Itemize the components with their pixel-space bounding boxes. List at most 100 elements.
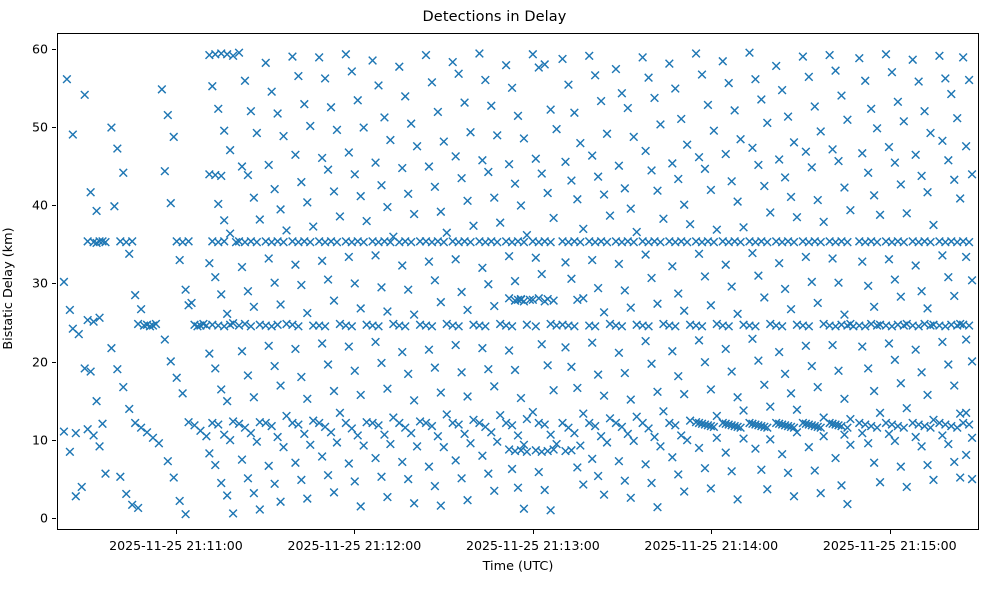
scatter-point xyxy=(709,126,719,136)
scatter-point xyxy=(386,135,395,145)
scatter-point xyxy=(783,468,793,478)
scatter-point xyxy=(807,277,817,287)
scatter-point xyxy=(620,476,630,486)
scatter-point xyxy=(178,389,188,398)
scatter-point xyxy=(679,306,689,316)
scatter-point xyxy=(377,180,386,190)
scatter-point xyxy=(406,119,416,128)
scatter-point xyxy=(451,254,461,264)
scatter-point xyxy=(166,357,176,366)
scatter-point xyxy=(917,286,926,296)
scatter-point xyxy=(599,391,609,401)
scatter-point xyxy=(964,75,974,85)
scatter-point xyxy=(276,381,285,390)
scatter-point xyxy=(561,343,570,352)
scatter-point xyxy=(347,67,357,76)
scatter-point xyxy=(483,279,493,289)
scatter-point xyxy=(605,413,615,423)
scatter-point xyxy=(175,255,185,265)
scatter-point xyxy=(412,141,422,151)
scatter-point xyxy=(721,260,731,270)
scatter-point xyxy=(869,458,879,468)
scatter-point xyxy=(101,237,110,247)
scatter-point xyxy=(332,438,342,447)
scatter-point xyxy=(561,258,570,267)
scatter-point xyxy=(558,54,567,64)
scatter-point xyxy=(798,52,808,61)
scatter-point xyxy=(412,442,422,451)
scatter-point xyxy=(225,145,235,155)
scatter-point xyxy=(857,257,867,266)
scatter-point xyxy=(492,130,502,140)
scatter-point xyxy=(938,431,947,440)
scatter-point xyxy=(685,219,695,229)
scatter-point xyxy=(869,302,879,312)
y-axis-tick-mark xyxy=(52,518,56,520)
scatter-point xyxy=(326,427,336,437)
scatter-point xyxy=(314,53,324,62)
scatter-point xyxy=(98,237,107,246)
scatter-point xyxy=(837,481,846,490)
scatter-point xyxy=(341,49,351,59)
scatter-point xyxy=(314,418,324,428)
scatter-point xyxy=(819,217,829,227)
scatter-point xyxy=(961,450,971,460)
scatter-point xyxy=(89,431,98,440)
scatter-point xyxy=(748,334,757,344)
page-title: Detections in Delay xyxy=(422,9,567,25)
scatter-point xyxy=(516,201,526,210)
scatter-point xyxy=(721,344,731,354)
scatter-point xyxy=(163,110,173,120)
scatter-point xyxy=(273,432,282,442)
scatter-point xyxy=(902,403,912,413)
scatter-point xyxy=(175,496,185,506)
scatter-point xyxy=(296,280,306,290)
scatter-point xyxy=(302,394,312,404)
scatter-point xyxy=(216,385,226,394)
scatter-point xyxy=(184,417,193,427)
scatter-point xyxy=(935,51,944,61)
scatter-point xyxy=(507,321,517,331)
scatter-point xyxy=(112,364,122,374)
scatter-point xyxy=(572,383,582,393)
scatter-point xyxy=(516,393,526,403)
scatter-point xyxy=(210,364,220,373)
scatter-point xyxy=(291,260,300,270)
scatter-point xyxy=(403,369,413,379)
scatter-point xyxy=(938,337,947,347)
scatter-point xyxy=(184,237,193,246)
scatter-point xyxy=(706,385,716,394)
scatter-point xyxy=(359,123,369,132)
scatter-point xyxy=(593,172,603,181)
scatter-point xyxy=(460,98,469,107)
scatter-point xyxy=(884,429,894,439)
scatter-point xyxy=(575,237,585,247)
scatter-point xyxy=(659,406,668,416)
scatter-point xyxy=(510,179,520,189)
scatter-point xyxy=(789,423,799,433)
scatter-point xyxy=(276,205,285,214)
scatter-point xyxy=(356,502,366,511)
scatter-point xyxy=(489,486,499,496)
scatter-point xyxy=(107,123,116,132)
scatter-point xyxy=(727,282,737,291)
scatter-point xyxy=(926,128,935,138)
scatter-point xyxy=(774,347,784,357)
scatter-point xyxy=(204,258,214,268)
scatter-point xyxy=(228,51,238,61)
scatter-point xyxy=(270,361,280,371)
scatter-point xyxy=(890,355,900,365)
scatter-point xyxy=(736,134,745,144)
scatter-point xyxy=(317,153,327,163)
scatter-point xyxy=(454,420,464,429)
scatter-point xyxy=(296,475,306,485)
scatter-point xyxy=(890,436,900,446)
scatter-point xyxy=(733,197,742,206)
scatter-point xyxy=(828,340,837,350)
scatter-point xyxy=(857,428,867,438)
scatter-point xyxy=(466,438,475,448)
scatter-point xyxy=(709,422,719,432)
scatter-point xyxy=(869,386,879,396)
scatter-point xyxy=(863,168,873,178)
scatter-point xyxy=(98,419,107,429)
